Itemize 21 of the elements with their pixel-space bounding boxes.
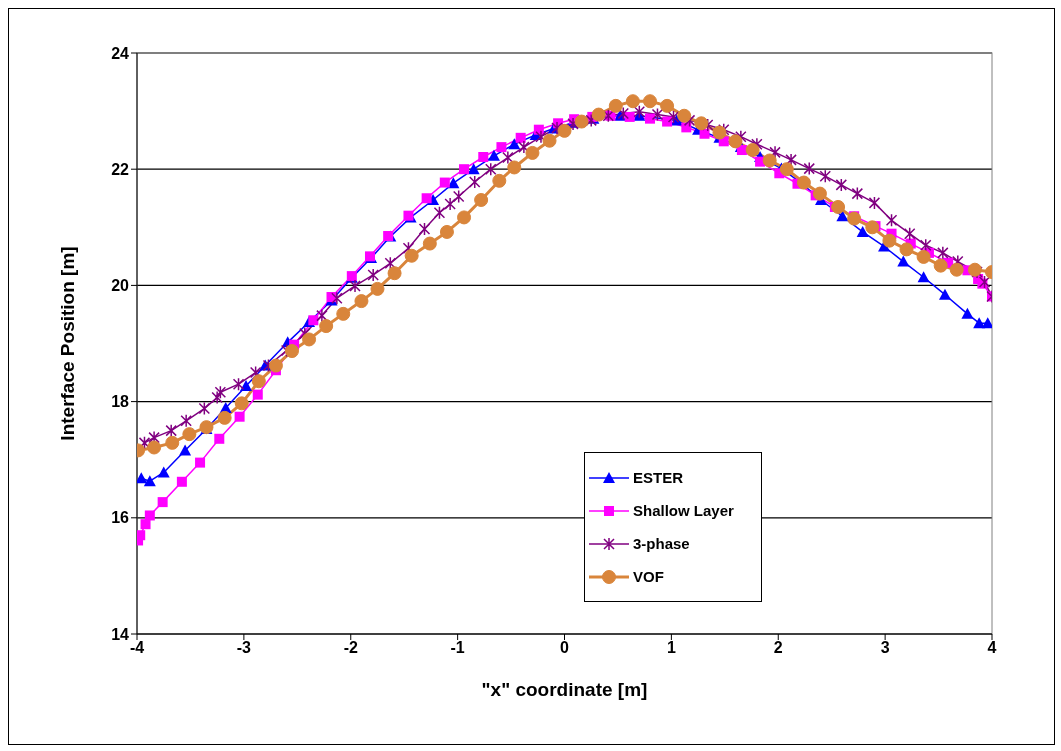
legend-label: 3-phase <box>633 535 690 552</box>
x-axis-title: "x" coordinate [m] <box>481 679 648 700</box>
x-tick-label: -4 <box>129 639 145 657</box>
x-tick-label: -3 <box>236 639 252 657</box>
y-axis-title: Interface Position [m] <box>56 246 78 441</box>
x-tick-label: 2 <box>773 639 783 657</box>
y-tick-label: 14 <box>111 625 130 643</box>
y-tick-label: 24 <box>111 44 130 62</box>
y-tick-label: 16 <box>111 509 130 527</box>
y-tick-label: 18 <box>111 393 130 411</box>
legend-label: Shallow Layer <box>633 502 734 519</box>
x-tick-label: 3 <box>880 639 890 657</box>
legend-label: VOF <box>633 568 664 585</box>
y-tick-label: 20 <box>111 277 130 295</box>
x-tick-label: 1 <box>666 639 676 657</box>
legend-label: ESTER <box>633 469 684 486</box>
x-tick-label: 4 <box>987 639 997 657</box>
x-tick-label: 0 <box>560 639 570 657</box>
y-tick-label: 22 <box>111 160 130 178</box>
x-tick-label: -2 <box>343 639 358 657</box>
x-tick-label: -1 <box>450 639 465 657</box>
